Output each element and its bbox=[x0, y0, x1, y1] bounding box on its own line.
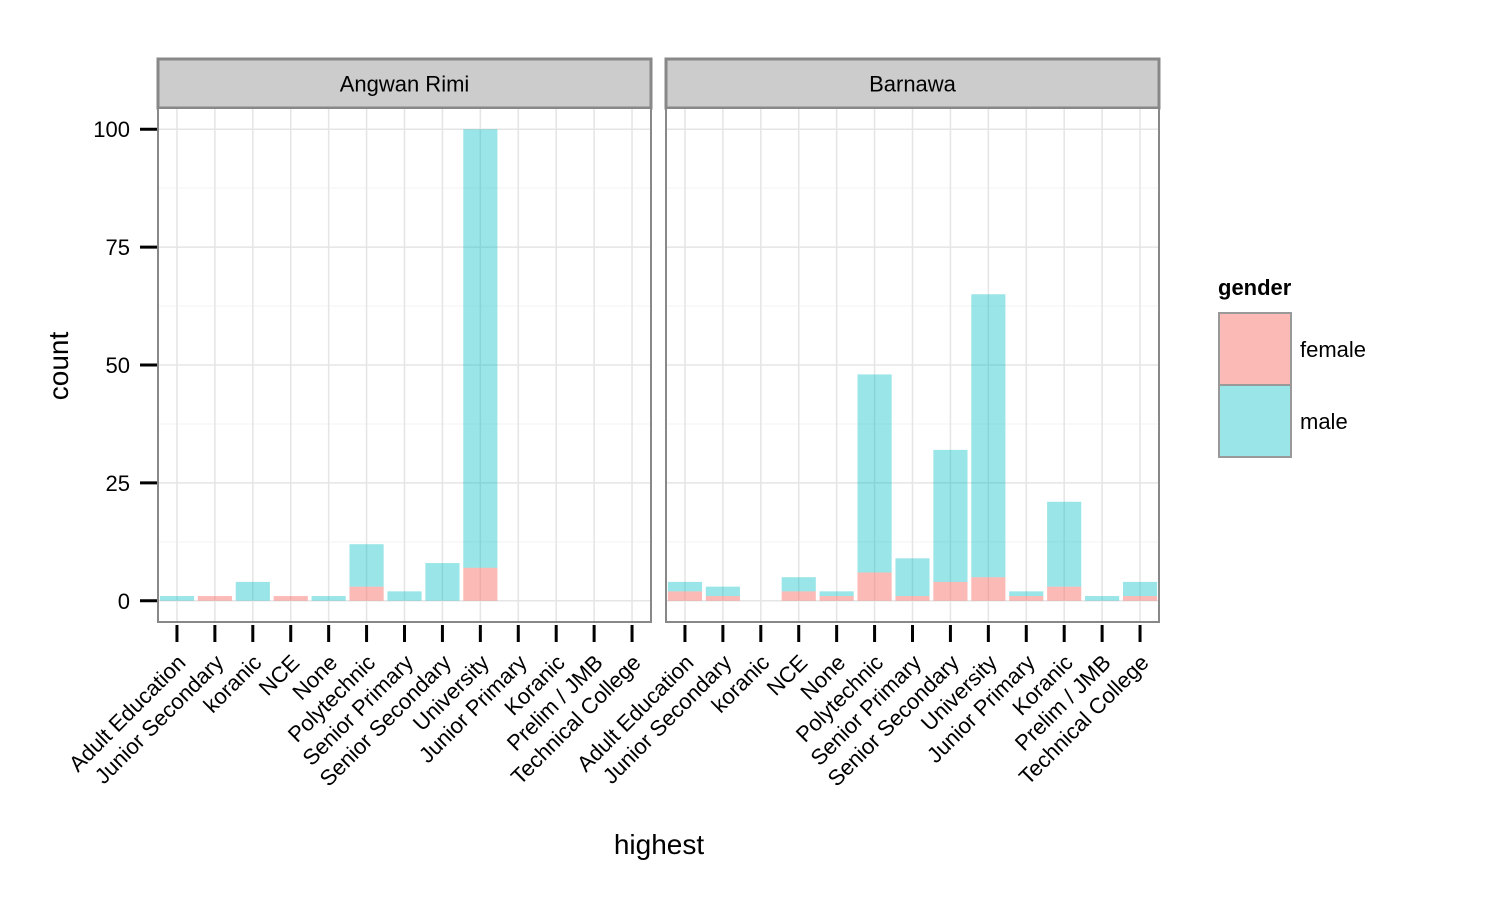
bar-female-senior-secondary bbox=[933, 581, 968, 601]
bar-female-university bbox=[463, 567, 498, 601]
bar-female-adult-education bbox=[667, 591, 703, 601]
legend-label-male: male bbox=[1300, 409, 1348, 434]
bar-female-senior-primary bbox=[895, 596, 930, 601]
bar-female-technical-college bbox=[1122, 596, 1158, 601]
bar-male-university bbox=[971, 294, 1006, 578]
bar-female-koranic bbox=[1047, 586, 1082, 601]
bar-male-senior-primary bbox=[387, 591, 422, 601]
bar-female-university bbox=[971, 577, 1006, 601]
bar-female-polytechnic bbox=[857, 572, 892, 601]
panel-border bbox=[157, 107, 652, 623]
bar-male-junior-primary bbox=[1009, 591, 1044, 597]
bar-female-none bbox=[819, 596, 854, 601]
y-tick-label: 50 bbox=[106, 353, 130, 378]
bar-female-junior-secondary bbox=[705, 596, 740, 601]
facet-strip bbox=[156, 57, 653, 110]
bar-male-university bbox=[463, 129, 498, 568]
legend-title: gender bbox=[1218, 275, 1292, 300]
bar-female-junior-primary bbox=[1009, 596, 1044, 601]
y-tick-label: 0 bbox=[118, 589, 130, 614]
panel-border bbox=[665, 107, 1160, 623]
bar-male-koranic bbox=[1047, 501, 1082, 587]
bar-female-junior-secondary bbox=[197, 596, 232, 601]
legend: gender female male bbox=[1218, 275, 1366, 458]
bar-male-technical-college bbox=[1122, 581, 1158, 597]
y-tick-label: 75 bbox=[106, 235, 130, 260]
legend-key-female bbox=[1218, 312, 1292, 386]
facet-strip-label: Angwan Rimi bbox=[340, 72, 470, 97]
bar-male-senior-primary bbox=[895, 558, 930, 597]
bar-male-polytechnic bbox=[857, 374, 892, 573]
y-axis: 0 25 50 75 100 bbox=[93, 117, 157, 614]
x-axis-title: highest bbox=[614, 829, 705, 860]
bar-male-koranic bbox=[235, 581, 270, 601]
bar-male-senior-secondary bbox=[425, 563, 460, 601]
bar-male-adult-education bbox=[159, 596, 195, 601]
bar-male-senior-secondary bbox=[933, 449, 968, 582]
facet-strip bbox=[664, 57, 1161, 110]
legend-key-male bbox=[1218, 384, 1292, 458]
bar-male-none bbox=[819, 591, 854, 597]
y-axis-title: count bbox=[43, 332, 74, 401]
bar-male-junior-secondary bbox=[705, 586, 740, 597]
bar-male-none bbox=[311, 596, 346, 601]
facet-strip-label: Barnawa bbox=[869, 72, 957, 97]
bar-female-nce bbox=[273, 596, 308, 601]
bar-male-prelim-jmb bbox=[1085, 596, 1120, 601]
y-tick-label: 25 bbox=[106, 471, 130, 496]
legend-label-female: female bbox=[1300, 337, 1366, 362]
bar-male-nce bbox=[781, 577, 816, 592]
bar-female-nce bbox=[781, 591, 816, 601]
bar-female-polytechnic bbox=[349, 586, 384, 601]
y-tick-label: 100 bbox=[93, 117, 130, 142]
bar-male-polytechnic bbox=[349, 544, 384, 587]
bar-male-adult-education bbox=[667, 581, 703, 592]
